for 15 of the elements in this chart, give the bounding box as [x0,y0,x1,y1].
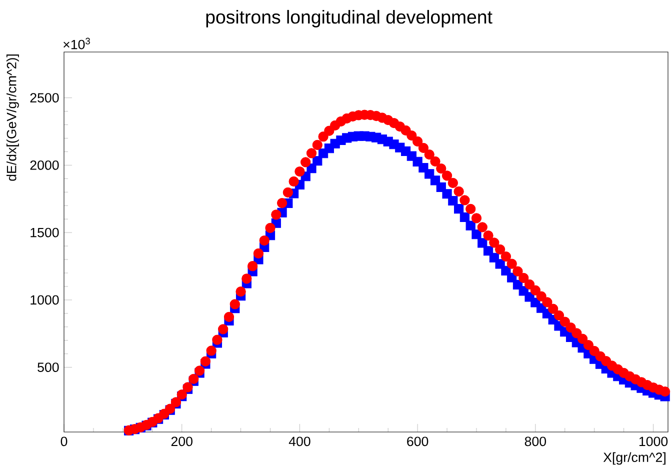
x-tick-label: 0 [60,436,68,446]
y-tick-label: 500 [38,362,59,372]
x-tick-label: 400 [288,436,310,446]
x-axis-title: X[gr/cm^2] [603,452,666,465]
x-tick-label: 800 [524,436,546,446]
y-tick-label: 1500 [30,228,59,238]
text: ×10$^{3}$ [64,38,90,50]
x-tick-label: 600 [407,436,428,446]
x-tick-label: 200 [171,436,192,446]
y-axis-title: dE/dx[(GeV/gr/cm^2)] [6,54,19,181]
chart-title: positrons longitudinal development [206,10,492,28]
x-tick-label: 1000 [639,436,668,446]
y-tick-label: 1000 [30,295,59,305]
y-tick-label: 2500 [30,93,59,103]
y-tick-label: 2000 [30,160,59,170]
